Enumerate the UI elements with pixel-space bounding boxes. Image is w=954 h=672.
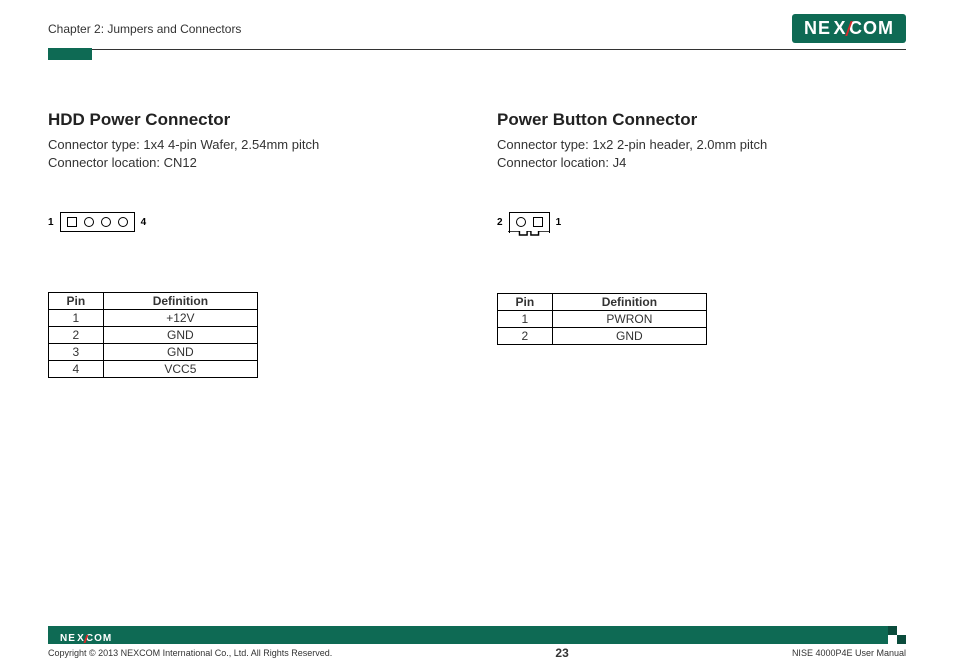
table-cell: PWRON: [552, 311, 706, 328]
manual-name: NISE 4000P4E User Manual: [792, 648, 906, 658]
table-cell: 1: [49, 310, 104, 327]
pwr-pin-1: [533, 217, 543, 227]
table-row: 4VCC5: [49, 361, 258, 378]
pwr-th-def: Definition: [552, 294, 706, 311]
page-number: 23: [555, 646, 568, 660]
green-tab: [48, 48, 92, 60]
table-cell: GND: [103, 344, 257, 361]
footer-squares-icon: [888, 626, 906, 644]
content-area: HDD Power Connector Connector type: 1x4 …: [0, 50, 954, 378]
pwr-connector-title: Power Button Connector: [497, 110, 906, 130]
pwr-pin-table: Pin Definition 1PWRON2GND: [497, 293, 707, 345]
logo-pre: NE: [804, 18, 831, 39]
pwr-connector-outline: [509, 212, 550, 233]
page-header: Chapter 2: Jumpers and Connectors NEXCOM: [0, 0, 954, 49]
table-cell: GND: [552, 328, 706, 345]
hdd-meta-type: Connector type: 1x4 4-pin Wafer, 2.54mm …: [48, 136, 457, 154]
page-footer: NEXCOM Copyright © 2013 NEXCOM Internati…: [0, 626, 954, 660]
hdd-pin-label-right: 4: [141, 217, 147, 228]
hdd-table-body: 1+12V2GND3GND4VCC5: [49, 310, 258, 378]
table-cell: VCC5: [103, 361, 257, 378]
footer-square: [888, 626, 897, 635]
nexcom-logo-small: NEXCOM: [54, 632, 118, 645]
hdd-pin-4: [118, 217, 128, 227]
logo-x: X: [831, 18, 849, 39]
pwr-connector-meta: Connector type: 1x2 2-pin header, 2.0mm …: [497, 136, 906, 172]
table-cell: 1: [498, 311, 553, 328]
pwr-th-pin: Pin: [498, 294, 553, 311]
hdd-connector-outline: [60, 212, 135, 232]
table-cell: +12V: [103, 310, 257, 327]
chapter-title: Chapter 2: Jumpers and Connectors: [48, 22, 241, 36]
pwr-pin-label-left: 2: [497, 217, 503, 228]
table-row: 2GND: [498, 328, 707, 345]
hdd-connector-title: HDD Power Connector: [48, 110, 457, 130]
footer-row: Copyright © 2013 NEXCOM International Co…: [48, 646, 906, 660]
table-cell: 4: [49, 361, 104, 378]
pwr-connector-key-notch: [508, 231, 550, 235]
logo-x: X: [76, 633, 86, 644]
hdd-pin-label-left: 1: [48, 217, 54, 228]
hdd-pin-3: [101, 217, 111, 227]
table-header-row: Pin Definition: [49, 293, 258, 310]
right-column: Power Button Connector Connector type: 1…: [497, 110, 906, 378]
pwr-pin-label-right: 1: [556, 217, 562, 228]
brand-logo-top: NEXCOM: [792, 14, 906, 43]
hdd-pin-1: [67, 217, 77, 227]
logo-pre: NE: [60, 633, 76, 644]
table-row: 3GND: [49, 344, 258, 361]
hdd-pin-table: Pin Definition 1+12V2GND3GND4VCC5: [48, 292, 258, 378]
hdd-connector-meta: Connector type: 1x4 4-pin Wafer, 2.54mm …: [48, 136, 457, 172]
hdd-meta-location: Connector location: CN12: [48, 154, 457, 172]
hdd-th-pin: Pin: [49, 293, 104, 310]
logo-post: COM: [86, 633, 112, 644]
pwr-meta-type: Connector type: 1x2 2-pin header, 2.0mm …: [497, 136, 906, 154]
table-cell: 3: [49, 344, 104, 361]
pwr-table-body: 1PWRON2GND: [498, 311, 707, 345]
table-row: 2GND: [49, 327, 258, 344]
table-row: 1+12V: [49, 310, 258, 327]
footer-bar: NEXCOM: [48, 626, 906, 644]
footer-square: [888, 635, 897, 644]
table-cell: GND: [103, 327, 257, 344]
footer-square: [897, 626, 906, 635]
footer-square: [897, 635, 906, 644]
pwr-pin-2: [516, 217, 526, 227]
table-row: 1PWRON: [498, 311, 707, 328]
copyright-text: Copyright © 2013 NEXCOM International Co…: [48, 648, 332, 658]
table-cell: 2: [49, 327, 104, 344]
hdd-pin-2: [84, 217, 94, 227]
table-cell: 2: [498, 328, 553, 345]
pwr-meta-location: Connector location: J4: [497, 154, 906, 172]
hdd-th-def: Definition: [103, 293, 257, 310]
pwr-connector-diagram: 2 1: [497, 212, 906, 233]
nexcom-logo: NEXCOM: [792, 14, 906, 43]
left-column: HDD Power Connector Connector type: 1x4 …: [48, 110, 457, 378]
brand-logo-footer: NEXCOM: [54, 628, 118, 646]
hdd-connector-diagram: 1 4: [48, 212, 457, 232]
table-header-row: Pin Definition: [498, 294, 707, 311]
logo-post: COM: [849, 18, 894, 39]
